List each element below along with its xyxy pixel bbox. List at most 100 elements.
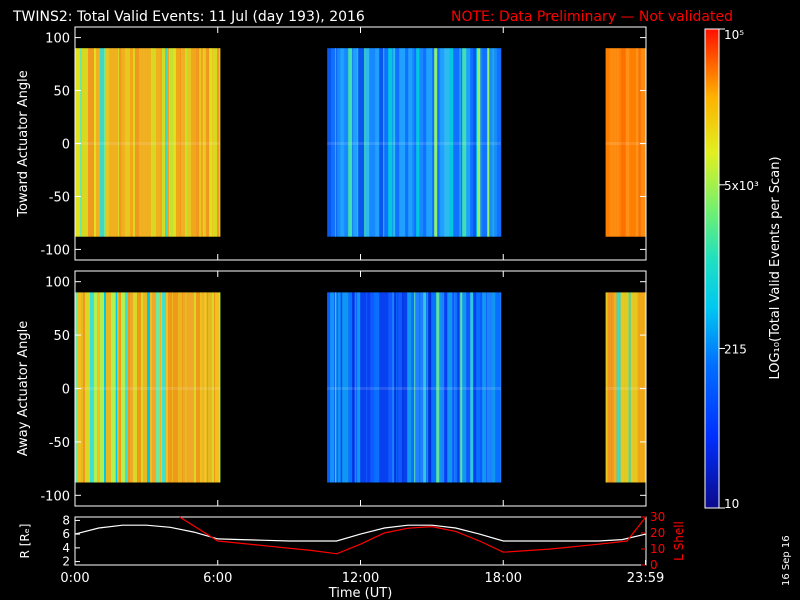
heatmap-column — [213, 48, 218, 237]
heatmap-column — [88, 48, 93, 237]
heatmap-column — [454, 292, 456, 483]
heatmap-column — [173, 48, 177, 237]
heatmap-column — [117, 292, 120, 483]
heatmap-column — [414, 292, 416, 483]
heatmap-column — [370, 292, 375, 483]
heatmap-column — [106, 292, 110, 483]
heatmap-column — [203, 48, 205, 237]
heatmap-column — [201, 48, 204, 237]
heatmap-column — [629, 48, 632, 237]
heatmap-column — [616, 48, 620, 237]
heatmap-column — [482, 48, 484, 237]
heatmap-column — [619, 48, 622, 237]
heatmap-column — [397, 292, 399, 483]
heatmap-column — [195, 48, 197, 237]
heatmap-column — [199, 48, 201, 237]
heatmap-column — [431, 292, 435, 483]
heatmap-column — [166, 292, 169, 483]
heatmap-column — [77, 292, 82, 483]
heatmap-column — [624, 292, 627, 483]
heatmap-column — [495, 292, 500, 483]
heatmap-column — [411, 292, 415, 483]
heatmap-column — [137, 292, 142, 483]
colorbar-tick-label: 215 — [724, 342, 747, 356]
heatmap-column — [642, 48, 645, 237]
heatmap-column — [402, 292, 404, 483]
heatmap-column — [609, 48, 614, 237]
heatmap-column — [613, 292, 617, 483]
heatmap-column — [483, 48, 488, 237]
heatmap-column — [104, 48, 107, 237]
heatmap-column — [130, 292, 134, 483]
heatmap-column — [173, 292, 177, 483]
heatmap-column — [448, 292, 453, 483]
right-tick-label: 30 — [650, 510, 665, 524]
heatmap-column — [494, 292, 496, 483]
y-tick-label: -100 — [40, 243, 70, 258]
r-series-line — [74, 524, 646, 542]
heatmap-column — [372, 48, 376, 237]
chart-title: TWINS2: Total Valid Events: 11 Jul (day … — [12, 9, 365, 25]
heatmap-column — [156, 292, 161, 483]
heatmap-column — [204, 292, 206, 483]
data-segment — [327, 292, 502, 483]
heatmap-column — [420, 292, 424, 483]
heatmap-column — [139, 48, 144, 237]
heatmap-column — [473, 48, 477, 237]
colorbar-tick-label: 10 — [724, 497, 739, 511]
heatmap-column — [169, 48, 174, 237]
heatmap-column — [470, 48, 474, 237]
heatmap-column — [432, 48, 435, 237]
y-tick-label: 2 — [62, 555, 70, 569]
heatmap-column — [358, 48, 361, 237]
y-tick-label: 50 — [53, 329, 70, 344]
heatmap-column — [109, 48, 113, 237]
heatmap-column — [639, 292, 644, 483]
heatmap-column — [327, 48, 332, 237]
preliminary-note: NOTE: Data Preliminary — Not validated — [451, 9, 733, 25]
heatmap-column — [365, 48, 370, 237]
heatmap-column — [119, 292, 122, 483]
heatmap-column — [456, 48, 460, 237]
heatmap-column — [426, 292, 428, 483]
heatmap-column — [194, 292, 197, 483]
heatmap-column — [605, 292, 608, 483]
heatmap-column — [416, 48, 420, 237]
heatmap-column — [121, 48, 123, 237]
heatmap-column — [81, 292, 84, 483]
heatmap-column — [640, 48, 643, 237]
heatmap-column — [621, 48, 623, 237]
heatmap-column — [185, 292, 188, 483]
heatmap-column — [392, 48, 394, 237]
heatmap-column — [473, 292, 477, 483]
heatmap-column — [128, 292, 131, 483]
heatmap-column — [176, 292, 179, 483]
heatmap-column — [488, 292, 493, 483]
heatmap-column — [622, 48, 626, 237]
heatmap-column — [135, 48, 140, 237]
heatmap-column — [96, 48, 101, 237]
heatmap-column — [408, 48, 413, 237]
heatmap-column — [330, 292, 335, 483]
y-tick-label: -50 — [49, 436, 70, 451]
heatmap-column — [187, 292, 191, 483]
data-segment — [605, 48, 647, 237]
y-tick-label: 100 — [45, 32, 70, 47]
y-axis-label: Toward Actuator Angle — [16, 70, 31, 217]
heatmap-column — [340, 292, 342, 483]
data-segment — [75, 48, 221, 237]
away-panel: 100 50 0 -50 -100 Away Actuator Angle — [16, 270, 647, 507]
heatmap-column — [116, 292, 118, 483]
heatmap-column — [125, 292, 129, 483]
heatmap-column — [427, 292, 429, 483]
heatmap-column — [447, 292, 449, 483]
heatmap-column — [354, 292, 356, 483]
y-tick-label: 50 — [53, 85, 70, 100]
heatmap-column — [163, 48, 166, 237]
heatmap-column — [634, 292, 638, 483]
heatmap-column — [344, 48, 349, 237]
heatmap-column — [434, 48, 438, 237]
heatmap-column — [161, 292, 163, 483]
heatmap-column — [196, 48, 200, 237]
heatmap-column — [205, 292, 207, 483]
